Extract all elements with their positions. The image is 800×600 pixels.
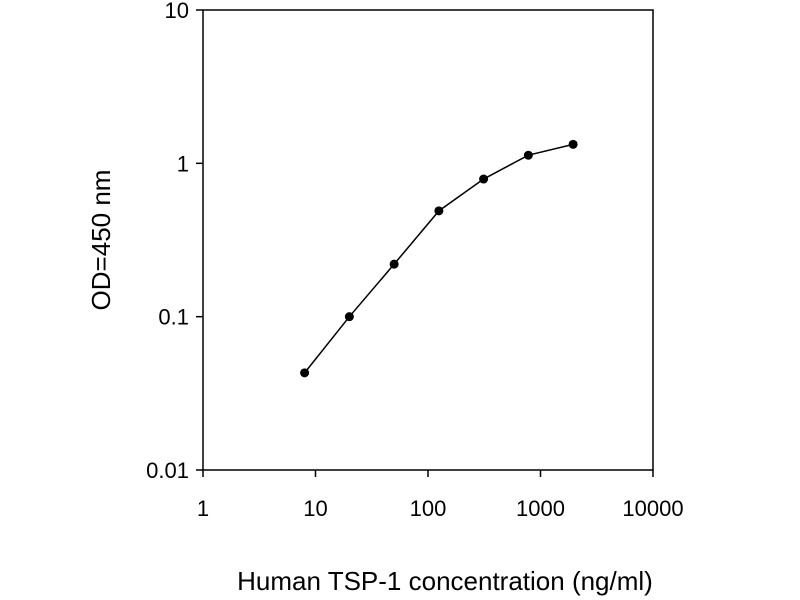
y-tick-label: 0.01 [146, 458, 189, 483]
data-point [389, 259, 399, 269]
x-tick-label: 100 [410, 496, 447, 521]
x-tick-label: 10000 [622, 496, 683, 521]
data-point [568, 139, 578, 149]
x-axis: 1 10 100 1000 10000 [197, 470, 684, 521]
data-point [300, 368, 310, 378]
y-axis: 0.01 0.1 1 10 [146, 0, 203, 483]
data-points [300, 139, 578, 378]
x-axis-title: Human TSP-1 concentration (ng/ml) [237, 566, 653, 596]
data-point [434, 206, 444, 216]
plot-area [202, 9, 654, 471]
data-point [479, 174, 489, 184]
data-point [523, 150, 533, 160]
y-tick-label: 0.1 [158, 305, 189, 330]
y-tick-label: 1 [177, 151, 189, 176]
y-tick-label: 10 [165, 0, 189, 23]
y-axis-title: OD=450 nm [86, 170, 116, 311]
x-tick-label: 1 [197, 496, 209, 521]
data-point [344, 312, 354, 322]
x-tick-label: 1000 [516, 496, 565, 521]
x-tick-label: 10 [303, 496, 327, 521]
